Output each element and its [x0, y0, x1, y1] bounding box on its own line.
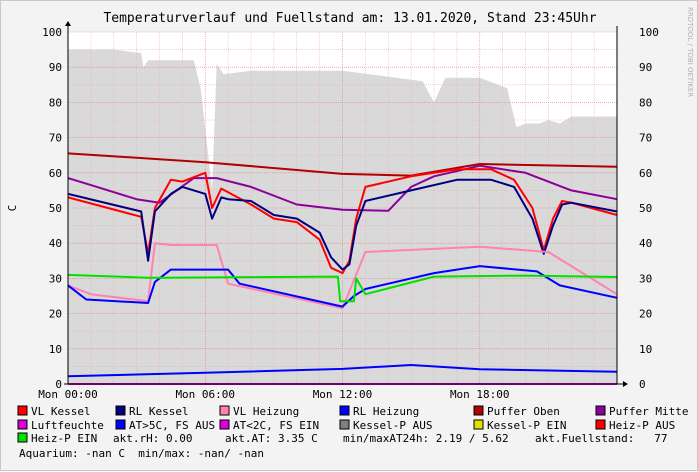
status-rh: akt.rH: 0.00 [113, 432, 192, 445]
y-tick-label-left: 90 [49, 61, 62, 74]
legend-swatch [17, 405, 28, 416]
y-tick-label-right: 20 [639, 308, 652, 321]
y-tick-label-left: 10 [49, 343, 62, 356]
y-tick-label-left: 0 [55, 378, 62, 391]
y-tick-label-left: 100 [42, 26, 62, 39]
series-puffer-mitte [67, 164, 618, 212]
legend-label: Luftfeuchte [31, 419, 104, 432]
series-vl-heizung [67, 242, 618, 310]
legend-swatch [115, 405, 126, 416]
y-tick-label-right: 60 [639, 167, 652, 180]
y-tick-label-right: 70 [639, 132, 652, 145]
legend-label: AT>5C, FS AUS [129, 419, 215, 432]
legend-label: Kessel-P AUS [353, 419, 432, 432]
legend-label: AT<2C, FS EIN [233, 419, 319, 432]
y-tick-label-left: 20 [49, 308, 62, 321]
legend-swatch [219, 405, 230, 416]
x-tick-label: Mon 12:00 [313, 388, 373, 401]
y-tick-label-right: 10 [639, 343, 652, 356]
y-tick-label-left: 70 [49, 132, 62, 145]
legend-swatch [595, 419, 606, 430]
status-fuellstand: akt.Fuellstand: 77 [535, 432, 667, 445]
legend-swatch [473, 419, 484, 430]
legend-label: Puffer Oben [487, 405, 560, 418]
x-tick-label: Mon 06:00 [175, 388, 235, 401]
y-tick-label-right: 30 [639, 272, 652, 285]
x-tick-label: Mon 18:00 [450, 388, 510, 401]
legend-label: Heiz-P AUS [609, 419, 675, 432]
legend-swatch [339, 405, 350, 416]
legend-swatch [595, 405, 606, 416]
y-tick-label-right: 40 [639, 237, 652, 250]
x-axis-arrow [623, 381, 628, 387]
y-axis-label: C [6, 205, 19, 212]
series-rl-kessel [67, 178, 618, 271]
legend-swatch [219, 419, 230, 430]
legend-swatch [17, 419, 28, 430]
legend-label: VL Heizung [233, 405, 299, 418]
series-at-5c-fs-aus [67, 364, 618, 378]
legend-label: Kessel-P EIN [487, 419, 566, 432]
y-tick-label-left: 30 [49, 272, 62, 285]
series-vl-kessel [67, 168, 618, 275]
y-tick-label-right: 90 [639, 61, 652, 74]
legend-label: RL Kessel [129, 405, 189, 418]
y-tick-label-right: 80 [639, 96, 652, 109]
series-puffer-oben [67, 152, 618, 177]
legend-swatch [339, 419, 350, 430]
x-tick-label: Mon 00:00 [38, 388, 98, 401]
legend-label: Heiz-P EIN [31, 432, 97, 445]
legend-label: RL Heizung [353, 405, 419, 418]
y-tick-label-left: 80 [49, 96, 62, 109]
status-minmax-at: min/maxAT24h: 2.19 / 5.62 [343, 432, 509, 445]
chart-title: Temperaturverlauf und Fuellstand am: 13.… [103, 11, 596, 26]
y-tick-label-right: 0 [639, 378, 646, 391]
y-tick-label-right: 50 [639, 202, 652, 215]
series-rl-heizung [67, 265, 618, 308]
y-tick-label-right: 100 [639, 26, 659, 39]
legend-swatch [115, 419, 126, 430]
legend-swatch [17, 432, 28, 443]
y-axis-arrow [65, 21, 71, 26]
status-lines: akt.rH: 0.00 akt.AT: 3.35 C min/maxAT24h… [19, 432, 667, 460]
y-tick-label-left: 40 [49, 237, 62, 250]
status-at: akt.AT: 3.35 C [225, 432, 318, 445]
status-aquarium: Aquarium: -nan C min/max: -nan/ -nan [19, 447, 264, 460]
legend-label: Puffer Mitte [609, 405, 688, 418]
watermark: RRDTOOL / TOBI OETIKER [686, 7, 694, 97]
y-tick-label-left: 50 [49, 202, 62, 215]
y-tick-label-left: 60 [49, 167, 62, 180]
legend-swatch [473, 405, 484, 416]
legend-label: VL Kessel [31, 405, 91, 418]
series-heiz-p-ein [67, 273, 618, 303]
